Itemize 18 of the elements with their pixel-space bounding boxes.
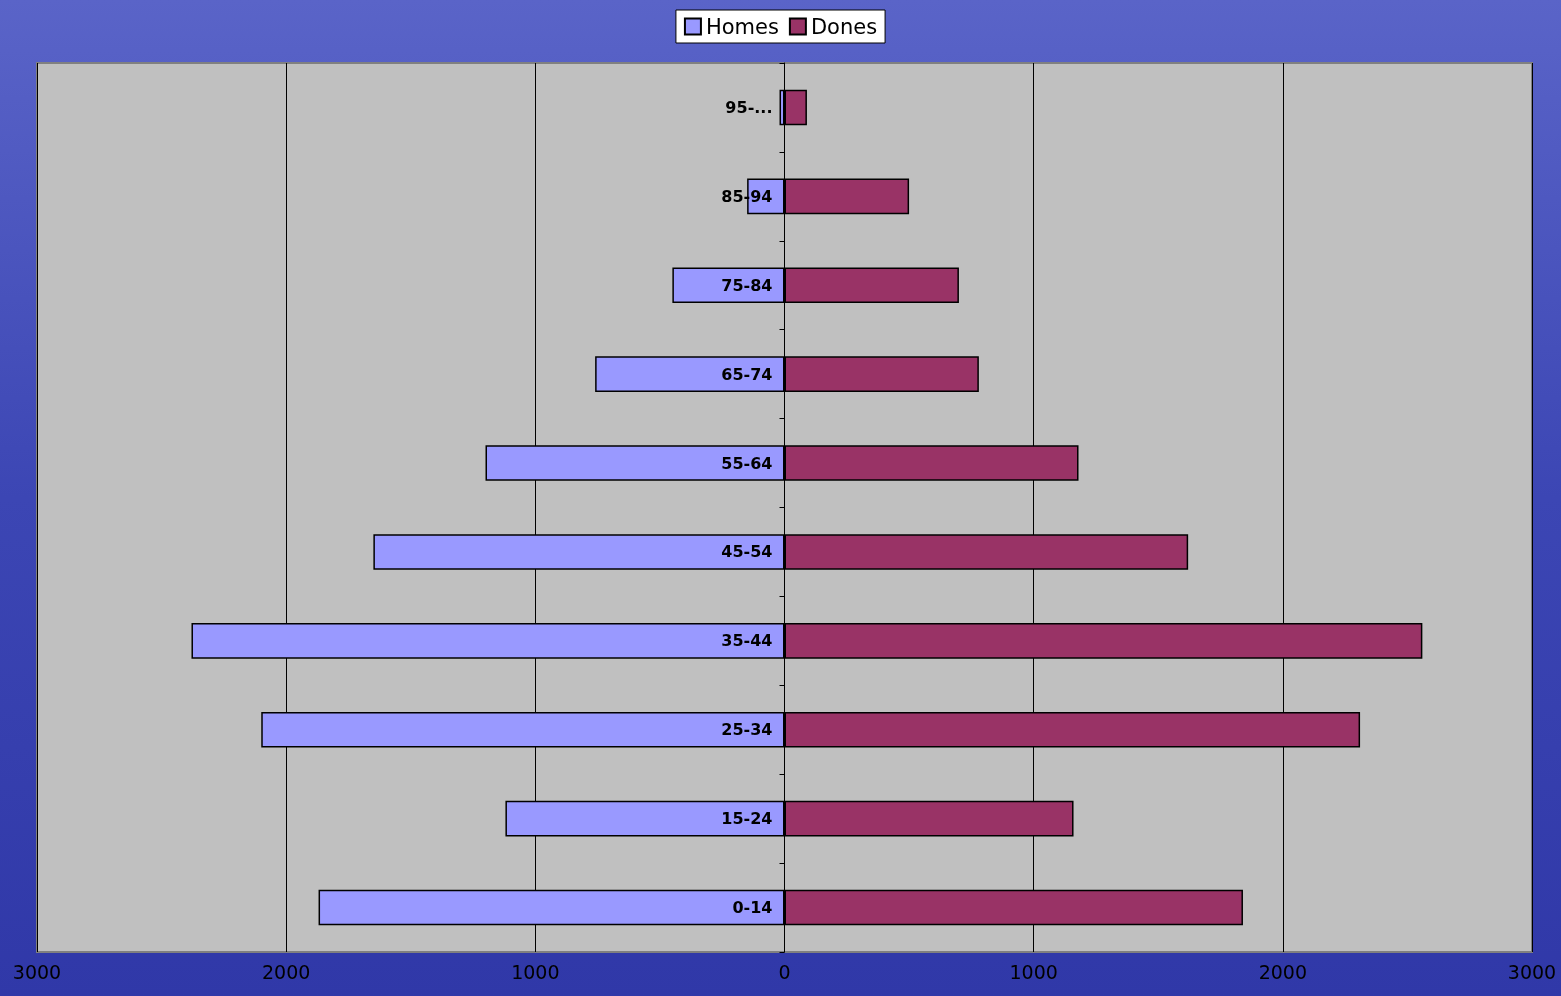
y-tick-label: 15-24 xyxy=(721,809,773,829)
x-tick-label: 3000 xyxy=(12,960,62,983)
y-tick-label: 35-44 xyxy=(721,631,773,651)
x-tick-label: 0 xyxy=(778,960,791,983)
x-tick-label: 3000 xyxy=(1507,960,1557,983)
y-tick-label: 0-14 xyxy=(732,898,773,918)
x-tick-label: 2000 xyxy=(1258,960,1308,983)
legend-label: Dones xyxy=(810,14,878,39)
y-tick-label: 45-54 xyxy=(721,542,773,562)
y-tick-label: 25-34 xyxy=(721,720,773,740)
x-tick-label: 1000 xyxy=(1009,960,1058,983)
y-tick-label: 95-... xyxy=(725,97,773,117)
y-tick-label: 75-84 xyxy=(721,275,773,295)
legend-label: Homes xyxy=(705,14,779,39)
y-tick-label: 55-64 xyxy=(721,453,773,473)
x-tick-label: 1000 xyxy=(511,960,560,983)
y-tick-label: 65-74 xyxy=(721,364,773,384)
x-tick-label: 2000 xyxy=(261,960,311,983)
